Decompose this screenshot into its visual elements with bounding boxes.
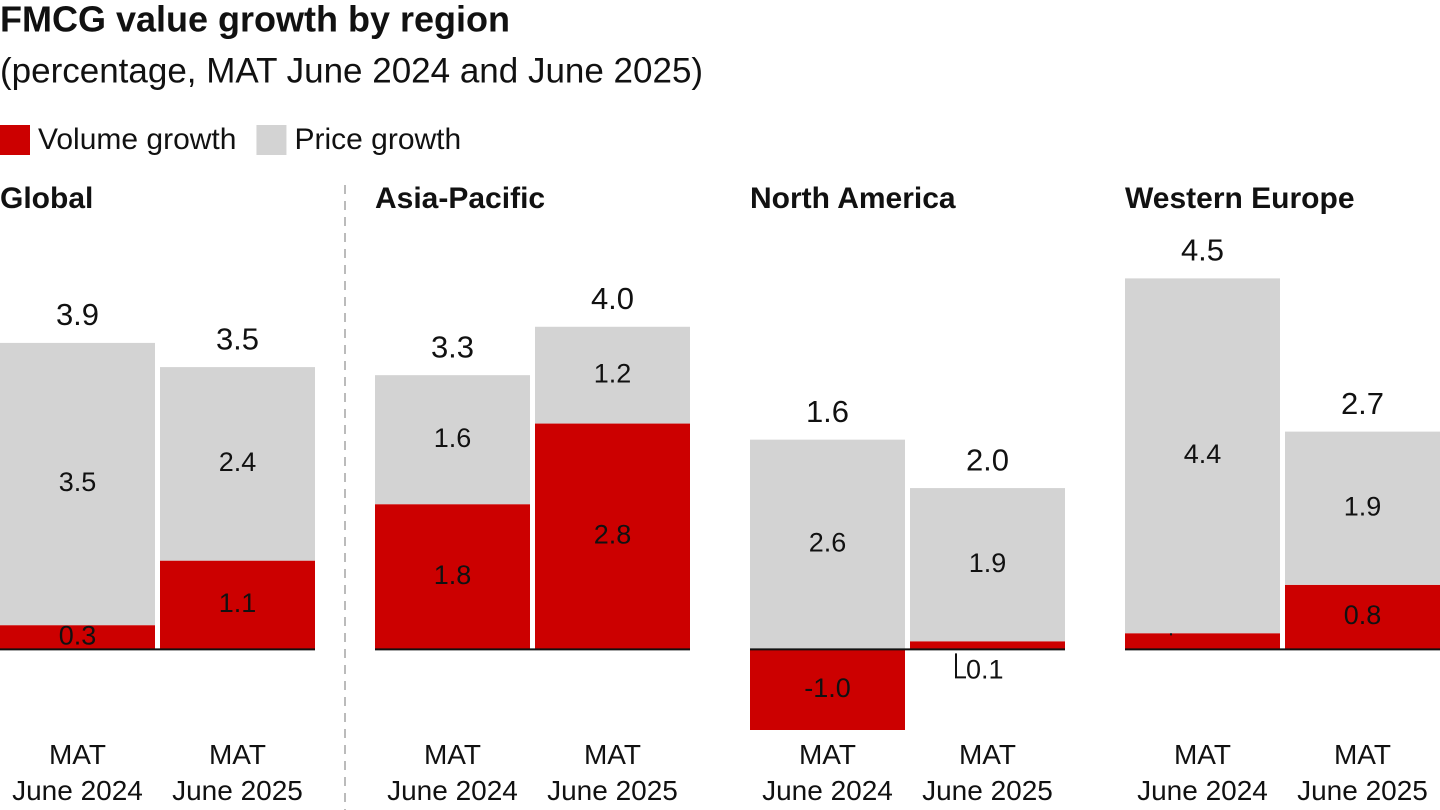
total-label: 3.5 bbox=[216, 321, 259, 356]
bar-segment bbox=[1125, 278, 1280, 634]
value-label: -1.0 bbox=[804, 673, 851, 703]
x-tick-label: MAT June 2024 bbox=[12, 739, 143, 806]
value-label: 0.8 bbox=[1344, 600, 1382, 630]
x-tick-label: MAT June 2024 bbox=[762, 739, 893, 806]
bar-segment bbox=[375, 375, 530, 505]
value-label: 1.9 bbox=[969, 548, 1007, 578]
leader-line bbox=[955, 653, 966, 679]
bar-segment bbox=[910, 488, 1065, 642]
value-label: 4.4 bbox=[1184, 439, 1222, 469]
panel-title: Global bbox=[0, 182, 93, 215]
bar-segment bbox=[1285, 584, 1440, 650]
panel-title: Western Europe bbox=[1125, 182, 1355, 215]
value-label: 2.6 bbox=[809, 528, 847, 558]
bar-segment bbox=[1285, 431, 1440, 585]
x-tick-label: MAT June 2025 bbox=[172, 739, 303, 806]
value-label: 1.1 bbox=[219, 588, 257, 618]
legend-label: Volume growth bbox=[38, 123, 236, 156]
bar-segment bbox=[750, 649, 905, 730]
bar-segment bbox=[750, 439, 905, 650]
total-label: 4.5 bbox=[1181, 233, 1224, 268]
bar-segment bbox=[160, 367, 315, 561]
total-label: 3.9 bbox=[56, 297, 99, 332]
x-tick-label: MAT June 2025 bbox=[1297, 739, 1428, 806]
value-label: 1.9 bbox=[1344, 491, 1382, 521]
bar-segment bbox=[535, 326, 690, 424]
value-label: 1.8 bbox=[434, 560, 472, 590]
bar-segment bbox=[910, 641, 1065, 650]
total-label: 1.6 bbox=[806, 394, 849, 429]
bar-segment bbox=[375, 504, 530, 650]
value-label: 3.5 bbox=[59, 467, 97, 497]
value-label: 2.8 bbox=[594, 520, 632, 550]
chart-subtitle: (percentage, MAT June 2024 and June 2025… bbox=[0, 51, 703, 90]
x-tick-label: MAT June 2025 bbox=[547, 739, 678, 806]
panel-title: North America bbox=[750, 182, 956, 215]
x-tick-label: MAT June 2025 bbox=[922, 739, 1053, 806]
value-label: 0.3 bbox=[59, 620, 97, 650]
bar-segment bbox=[0, 342, 155, 626]
legend-label: Price growth bbox=[294, 123, 461, 156]
total-label: 2.0 bbox=[966, 442, 1009, 477]
total-label: 3.3 bbox=[431, 329, 474, 364]
total-label: 2.7 bbox=[1341, 386, 1384, 421]
panel-title: Asia-Pacific bbox=[375, 182, 545, 215]
bar-segment bbox=[160, 560, 315, 650]
value-label: 0.1 bbox=[966, 654, 1004, 684]
bar-segment bbox=[1125, 633, 1280, 650]
value-label: 1.6 bbox=[434, 423, 472, 453]
chart-title: FMCG value growth by region bbox=[0, 0, 510, 40]
bar-segment bbox=[535, 423, 690, 650]
total-label: 4.0 bbox=[591, 281, 634, 316]
bar-segment bbox=[0, 625, 155, 650]
value-label: 2.4 bbox=[219, 447, 257, 477]
legend-swatch bbox=[256, 125, 287, 155]
legend-swatch bbox=[0, 125, 30, 155]
value-label: 1.2 bbox=[594, 358, 632, 388]
x-tick-label: MAT June 2024 bbox=[387, 739, 518, 806]
x-tick-label: MAT June 2024 bbox=[1137, 739, 1268, 806]
